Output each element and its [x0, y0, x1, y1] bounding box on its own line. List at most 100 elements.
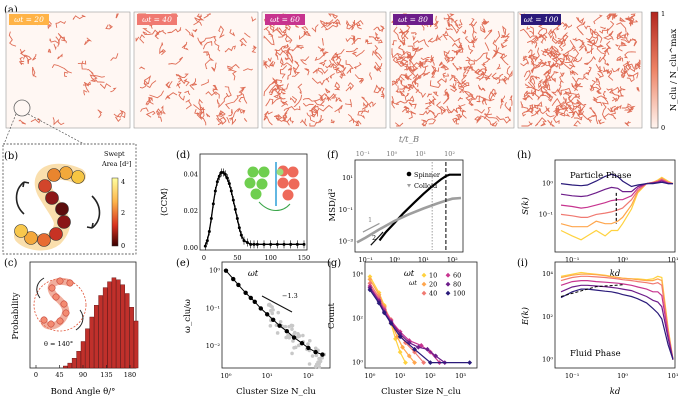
mean-rate-line [225, 270, 323, 356]
scatter-cloud-point [268, 324, 273, 328]
axes-d [199, 153, 308, 251]
panel-label-h: (h) [517, 150, 531, 161]
y-tick-label-g: 10⁰ [352, 359, 363, 367]
cluster-network-2 [135, 13, 257, 126]
scatter-cloud-point [271, 308, 275, 312]
count-marker-100 [367, 287, 373, 293]
ek-line-80 [560, 284, 674, 360]
x-tick-label-ek: 10⁰ [617, 372, 628, 380]
axes-h [554, 159, 676, 253]
panel-a: (a) ωt = 20 ωt = 40 ωt = 60 ωt = 80 ωt = 100… [3, 5, 679, 145]
x-tick-label-ek: 10⁻¹ [565, 372, 580, 380]
y-tick-label-f: 10⁻³ [339, 238, 354, 246]
count-marker-40 [403, 340, 408, 346]
legend-marker-g [445, 281, 451, 287]
x-tick-label-f: 10² [447, 256, 458, 264]
histogram-bars [63, 277, 139, 369]
mean-rate-point [320, 352, 325, 357]
ccm-point [245, 240, 249, 244]
xlabel-h: kd [610, 269, 621, 279]
y-tick-label-e: 10⁰ [209, 267, 220, 275]
ccm-point [235, 217, 239, 221]
ccm-point [205, 239, 209, 243]
histogram-bar [76, 351, 81, 369]
count-marker-20 [394, 334, 400, 340]
x-tick-label-f: 10⁰ [389, 256, 400, 264]
histogram-bar [116, 279, 121, 369]
panel-i: (i) 10⁻¹ 10⁰ 10¹ 10⁰ 10² 10⁴ Fluid Phase kd E… [517, 258, 679, 397]
scatter-cloud-point [292, 345, 296, 350]
panel-b: (b) Swept Area [d²] 4 2 0 [2, 143, 137, 255]
x-tick-label-d: 100 [264, 254, 276, 262]
panel-label-g: (g) [327, 258, 341, 269]
count-marker-10 [397, 349, 403, 355]
x-tick-label-f: 10⁻¹ [359, 256, 374, 264]
x-tick-label-c: 90 [79, 371, 87, 379]
slope-guide-2 [370, 231, 384, 246]
top-tick-label-f: 10⁻¹ [356, 150, 371, 158]
x-tick-label-f: 10¹ [418, 256, 429, 264]
count-marker-100 [412, 346, 417, 352]
scatter-cloud-point [290, 351, 294, 356]
snapshot-time-label-3: ωt = 60 [270, 15, 300, 24]
legend-label-g: 10 [429, 272, 437, 280]
snapshot-time-label-5: ωt = 100 [524, 15, 559, 24]
y-tick-label-ek: 10⁰ [542, 356, 553, 364]
histogram-bar [98, 295, 103, 369]
ccm-point [209, 217, 213, 221]
bond-angle-annotation: θ = 140° [44, 340, 73, 348]
y-tick-label-g: 10⁴ [352, 271, 363, 279]
y-tick-label-e: 10⁻² [206, 342, 221, 350]
tick-labels-i: 10⁻¹ 10⁰ 10¹ 10⁰ 10² 10⁴ [542, 270, 679, 380]
zoom-circle [13, 99, 31, 117]
x-tick-label-ek: 10¹ [668, 372, 679, 380]
count-line-100 [369, 289, 470, 364]
top-tick-label-f: 10⁰ [386, 150, 397, 158]
colorbar-b-tick-2: 2 [121, 209, 125, 217]
axes-e [221, 261, 331, 369]
ccm-point [239, 233, 243, 237]
colorbar-b-title-2: Area [d²] [101, 160, 131, 168]
count-marker-20 [412, 360, 417, 365]
ek-line-60 [560, 280, 674, 360]
ccm-point [249, 242, 253, 246]
annotation-i: Fluid Phase [570, 349, 621, 359]
scatter-cloud-point [320, 356, 324, 360]
count-marker-20 [400, 344, 405, 350]
ylabel-c: Probability [11, 292, 21, 339]
ccm-point [282, 242, 286, 246]
ccm-point [275, 242, 279, 246]
cluster-network-3 [262, 13, 385, 127]
panel-label-b: (b) [4, 151, 18, 162]
scatter-cloud-point [317, 365, 322, 369]
scatter-cloud-point [306, 342, 310, 346]
x-tick-label-g: 10⁰ [364, 372, 375, 380]
scatter-cloud-point [317, 361, 322, 366]
x-tick-label-e: 10⁰ [221, 372, 232, 380]
count-marker-100 [388, 321, 394, 326]
ccm-point [215, 180, 219, 184]
legend-colloid: Colloid [414, 182, 437, 190]
scatter-cloud-point [314, 353, 319, 358]
panel-label-e: (e) [176, 258, 190, 269]
scatter-cloud-point [307, 362, 312, 366]
mean-rate-point [264, 312, 270, 317]
xlabel-d: ωt [248, 269, 259, 279]
ylabel-d: ⟨CCM⟩ [160, 188, 170, 216]
x-tick-label-sk: 10⁻¹ [565, 256, 580, 264]
ccm-point [255, 242, 259, 246]
snapshot-time-badge-3 [265, 14, 305, 25]
count-marker-80 [415, 344, 421, 350]
axes-g [364, 261, 478, 369]
count-marker-100 [381, 310, 387, 316]
x-tick-label-e: 10¹ [262, 372, 273, 380]
axes-i [554, 261, 676, 369]
colorbar-b-tick-4: 4 [121, 178, 125, 186]
x-tick-label-c: 135 [100, 371, 112, 379]
snapshot-time-label-1: ωt = 20 [14, 15, 44, 24]
count-marker-20 [406, 353, 412, 359]
ccm-point [252, 242, 256, 246]
colorbar-a-tick-max: 1 [661, 10, 665, 18]
